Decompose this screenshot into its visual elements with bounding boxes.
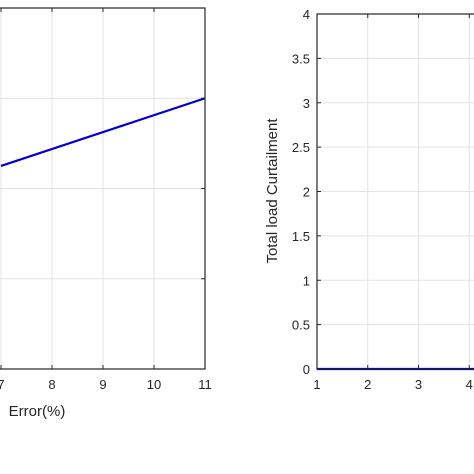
y-tick-label: 1.5 <box>292 229 310 244</box>
x-tick-label: 2 <box>364 377 371 392</box>
x-tick-label: 3 <box>415 377 422 392</box>
data-line <box>0 97 206 167</box>
x-tick-label: 1 <box>313 377 320 392</box>
x-tick-label: 8 <box>48 377 55 392</box>
x-tick-label: 9 <box>99 377 106 392</box>
left-x-axis-label: Error(%) <box>9 403 66 420</box>
y-tick-label: 0.5 <box>292 318 310 333</box>
right-chart: 1 2 3 4 0 0.5 1 1.5 2 2.5 3 3.5 4 Total load Curtail… <box>264 7 474 392</box>
left-line-series <box>0 97 206 167</box>
y-tick-label: 3.5 <box>292 51 310 66</box>
right-ticks <box>316 13 470 370</box>
x-tick-label: 10 <box>147 377 161 392</box>
y-tick-label: 1 <box>303 273 310 288</box>
left-grid <box>0 8 206 369</box>
y-tick-label: 3 <box>303 96 310 111</box>
left-ticks <box>0 8 206 369</box>
x-tick-label: 11 <box>198 377 212 392</box>
right-y-axis-label: Total load Curtailment <box>264 118 281 264</box>
y-tick-label: 2 <box>303 185 310 200</box>
left-chart: 7 8 9 10 11 Error(%) <box>0 7 212 420</box>
y-tick-label: 4 <box>303 7 310 22</box>
y-tick-label: 2.5 <box>292 140 310 155</box>
y-tick-label: 0 <box>303 362 310 377</box>
x-tick-label: 4 <box>466 377 473 392</box>
right-grid <box>316 13 474 370</box>
left-tick-labels: 7 8 9 10 11 <box>0 377 212 392</box>
x-tick-label: 7 <box>0 377 5 392</box>
right-tick-labels: 1 2 3 4 0 0.5 1 1.5 2 2.5 3 3.5 4 <box>292 7 473 392</box>
